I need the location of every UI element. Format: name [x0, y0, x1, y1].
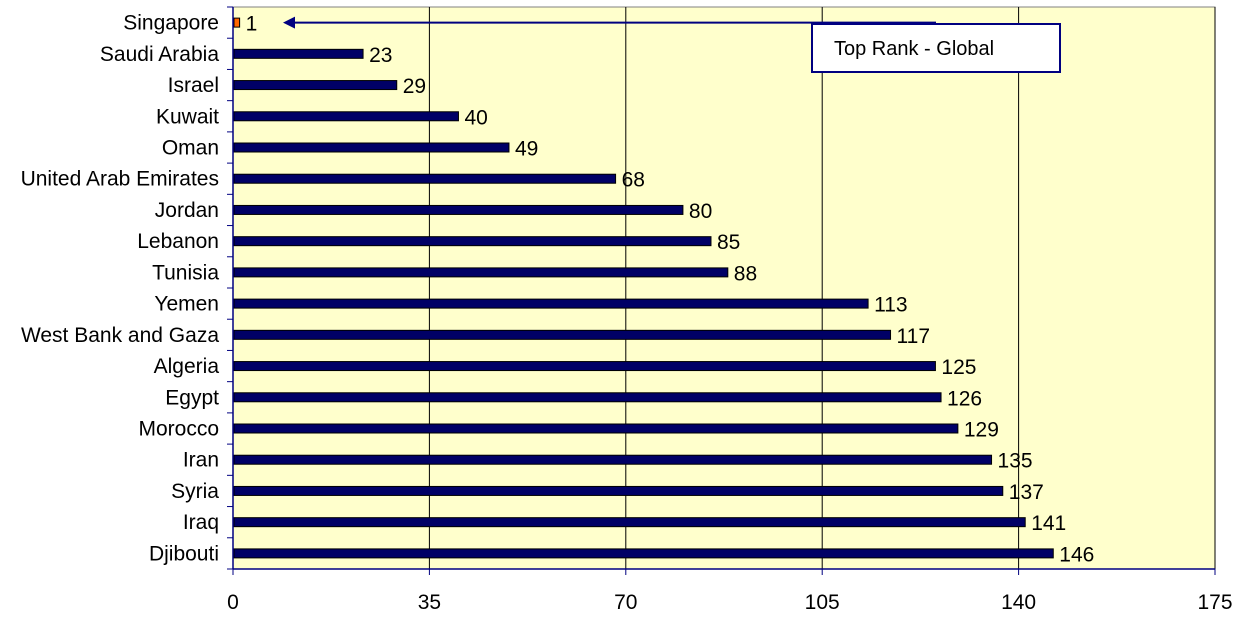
callout-text: Top Rank - Global	[834, 38, 994, 60]
bar	[233, 142, 510, 153]
category-label: Oman	[162, 137, 219, 160]
bar	[233, 329, 892, 340]
value-label: 80	[689, 200, 712, 223]
value-label: 146	[1059, 543, 1094, 566]
x-tick-label: 105	[805, 591, 840, 614]
bar	[233, 517, 1026, 528]
bar	[233, 485, 1004, 496]
arrow-left-icon	[283, 16, 295, 29]
value-label: 29	[403, 75, 426, 98]
bar	[233, 392, 942, 403]
x-tick-label: 0	[227, 591, 239, 614]
x-tick-label: 140	[1001, 591, 1036, 614]
value-label: 135	[998, 450, 1033, 473]
category-label: Lebanon	[137, 230, 219, 253]
category-label: West Bank and Gaza	[21, 324, 219, 347]
category-label: United Arab Emirates	[21, 168, 219, 191]
value-label: 125	[941, 356, 976, 379]
bar	[233, 204, 684, 215]
value-label: 88	[734, 262, 757, 285]
bar	[233, 80, 398, 91]
category-label: Iraq	[183, 511, 219, 534]
value-label: 85	[717, 231, 740, 254]
category-label: Iran	[183, 449, 219, 472]
value-label: 117	[897, 325, 930, 348]
bar	[233, 111, 459, 122]
axes: 0 35 70 105 140 175	[227, 6, 1233, 614]
value-label: 1	[246, 13, 258, 36]
plot-area	[232, 6, 1216, 570]
x-tick-label: 70	[614, 591, 637, 614]
category-label: Jordan	[155, 199, 219, 222]
bar	[233, 48, 364, 59]
value-label: 49	[515, 138, 538, 161]
value-label: 40	[464, 106, 487, 129]
category-label: Djibouti	[149, 542, 219, 565]
value-label: 113	[874, 294, 907, 317]
category-label: Algeria	[154, 355, 220, 378]
category-label: Morocco	[138, 418, 219, 441]
bar	[233, 236, 712, 247]
bar	[233, 454, 993, 465]
category-label: Kuwait	[156, 105, 219, 128]
value-label: 137	[1009, 481, 1044, 504]
bar	[233, 17, 241, 28]
bars	[233, 17, 1054, 559]
category-label: Syria	[171, 480, 219, 503]
value-label: 23	[369, 44, 392, 67]
value-label: 126	[947, 387, 982, 410]
category-label: Tunisia	[152, 261, 219, 284]
bar	[233, 173, 617, 184]
category-label: Israel	[168, 74, 219, 97]
category-label: Singapore	[123, 12, 219, 35]
bar	[233, 361, 936, 372]
x-tick-label: 35	[418, 591, 441, 614]
bar	[233, 298, 869, 309]
value-label: 129	[964, 419, 999, 442]
gridlines	[428, 7, 1216, 569]
labels: Singapore 1 Saudi Arabia 23 Israel 29 Kuwait 40…	[21, 12, 1095, 567]
value-label: 68	[622, 169, 645, 192]
top-rank-callout: Top Rank - Global	[283, 16, 1061, 73]
bar	[233, 423, 959, 434]
category-label: Saudi Arabia	[100, 43, 219, 66]
value-label: 141	[1031, 512, 1066, 535]
bar	[233, 548, 1054, 559]
category-label: Yemen	[154, 293, 219, 316]
category-label: Egypt	[165, 386, 219, 409]
bar	[233, 267, 729, 278]
x-tick-label: 175	[1197, 591, 1232, 614]
callout-box	[811, 23, 1061, 73]
